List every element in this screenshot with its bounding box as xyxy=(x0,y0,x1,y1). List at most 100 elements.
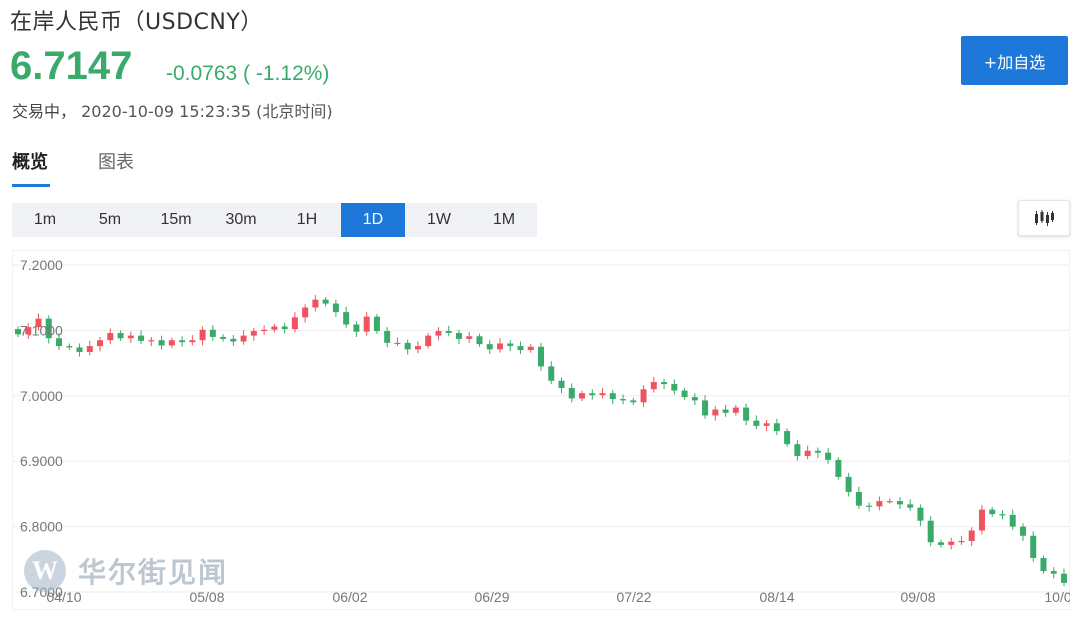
candle xyxy=(999,510,1006,520)
candle-body xyxy=(455,333,462,339)
chart-type-button[interactable] xyxy=(1018,200,1070,236)
interval-1m-month[interactable]: 1M xyxy=(492,211,516,228)
y-tick-label: 7.1000 xyxy=(20,322,63,338)
candle xyxy=(1050,567,1057,579)
candle xyxy=(353,321,360,337)
candle xyxy=(117,330,124,341)
candle xyxy=(322,297,329,307)
interval-1h[interactable]: 1H xyxy=(296,211,318,228)
candle-body xyxy=(855,491,862,506)
candle xyxy=(722,404,729,417)
candle-body xyxy=(1009,514,1016,527)
candle xyxy=(240,330,247,345)
candle xyxy=(107,328,114,345)
tab-overview[interactable]: 概览 xyxy=(12,148,50,187)
interval-1w[interactable]: 1W xyxy=(427,211,451,228)
candle-body xyxy=(35,318,42,328)
candle-body xyxy=(1030,535,1037,558)
interval-selector: 1m 5m 15m 30m 1H 1D 1W 1M xyxy=(12,203,537,237)
candle-body xyxy=(138,335,145,341)
candle xyxy=(681,387,688,400)
candle xyxy=(425,333,432,349)
candle xyxy=(158,335,165,350)
x-tick-label: 10/0 xyxy=(1044,589,1070,605)
candle xyxy=(866,502,873,512)
candle-body xyxy=(148,340,155,342)
candle xyxy=(845,472,852,497)
candle-body xyxy=(609,393,616,400)
candle-body xyxy=(876,501,883,507)
candle-body xyxy=(1050,571,1057,574)
candle-body xyxy=(732,407,739,413)
y-tick-label: 6.8000 xyxy=(20,519,63,535)
candle xyxy=(958,535,965,545)
candle xyxy=(650,376,657,393)
candle-body xyxy=(814,450,821,453)
interval-1d[interactable]: 1D xyxy=(341,203,405,237)
candle-body xyxy=(97,340,104,347)
candle-body xyxy=(978,509,985,531)
candle xyxy=(230,334,237,347)
candle-body xyxy=(558,380,565,388)
candle xyxy=(76,343,83,357)
candle-body xyxy=(56,338,63,347)
candle-body xyxy=(568,387,575,399)
candle-body xyxy=(45,318,52,339)
candle xyxy=(496,338,503,353)
interval-5m[interactable]: 5m xyxy=(98,211,122,228)
candle-body xyxy=(753,420,760,426)
candle-body xyxy=(220,336,227,339)
candle-body xyxy=(117,333,124,339)
candle-body xyxy=(527,346,534,351)
candle xyxy=(784,428,791,447)
candle-body xyxy=(25,327,32,335)
tab-chart[interactable]: 图表 xyxy=(98,148,134,186)
y-tick-label: 6.9000 xyxy=(20,453,63,469)
candle-body xyxy=(722,409,729,413)
candle xyxy=(199,326,206,346)
interval-30m[interactable]: 30m xyxy=(225,211,257,228)
candle xyxy=(127,331,134,343)
candle xyxy=(794,440,801,461)
candle xyxy=(1061,568,1067,587)
candle xyxy=(671,379,678,395)
candle-body xyxy=(302,307,309,318)
candle xyxy=(609,389,616,405)
candle-body xyxy=(999,514,1006,516)
candle-body xyxy=(845,476,852,492)
candle xyxy=(271,323,278,333)
x-tick-label: 06/02 xyxy=(332,589,367,605)
candle-body xyxy=(394,342,401,345)
candle xyxy=(168,337,175,349)
status-label: 交易中， xyxy=(12,102,77,121)
candle xyxy=(1040,555,1047,574)
interval-1m[interactable]: 1m xyxy=(33,211,57,228)
candle-body xyxy=(322,299,329,304)
y-tick-label: 7.2000 xyxy=(20,257,63,273)
candle-body xyxy=(107,333,114,341)
x-tick-label: 08/14 xyxy=(759,589,794,605)
add-to-watchlist-button[interactable]: +加自选 xyxy=(961,36,1068,85)
candle xyxy=(1030,531,1037,562)
candle-body xyxy=(702,400,709,416)
candle-body xyxy=(168,340,175,346)
candle xyxy=(702,395,709,419)
candle xyxy=(1009,509,1016,530)
candle xyxy=(86,340,93,356)
candle-body xyxy=(968,530,975,541)
candle xyxy=(978,505,985,535)
candle-body xyxy=(86,346,93,352)
candle xyxy=(753,415,760,430)
candle xyxy=(332,299,339,317)
candle-body xyxy=(630,400,637,403)
candle xyxy=(404,339,411,355)
candle xyxy=(968,527,975,547)
candle xyxy=(527,344,534,353)
candle xyxy=(691,393,698,405)
candle xyxy=(97,336,104,352)
candle xyxy=(455,329,462,345)
candle-body xyxy=(66,346,73,348)
interval-15m[interactable]: 15m xyxy=(160,211,192,228)
candle xyxy=(466,331,473,343)
